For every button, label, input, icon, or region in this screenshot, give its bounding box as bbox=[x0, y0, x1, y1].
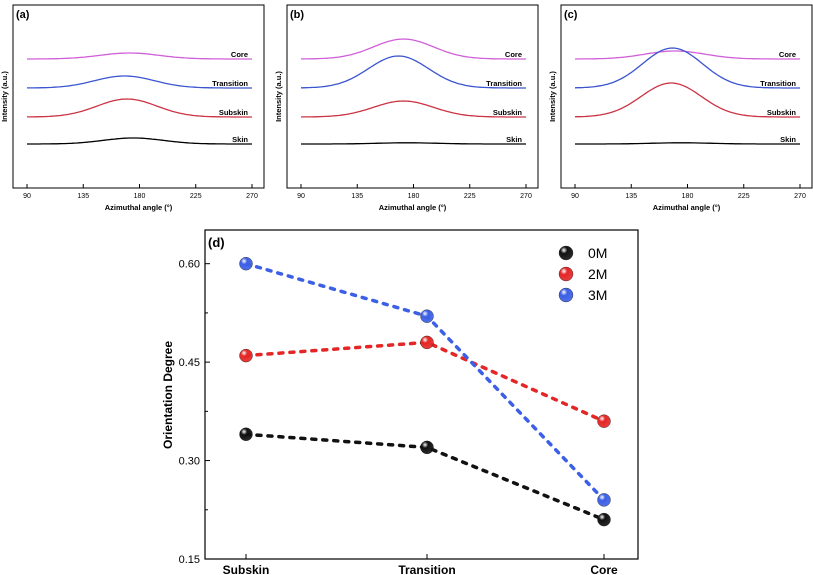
plot-frame bbox=[286, 4, 539, 189]
series-line-skin bbox=[27, 137, 252, 145]
series-label-skin: Skin bbox=[780, 135, 796, 144]
x-tick-label: 90 bbox=[23, 193, 31, 200]
small-panels: (a) Core Transition Subskin Skin 90 135 180 225 2… bbox=[0, 4, 813, 212]
series-line-subskin bbox=[300, 100, 526, 118]
x-tick-label: 180 bbox=[682, 193, 694, 200]
point-2m-subskin bbox=[239, 348, 253, 363]
series-line-skin bbox=[301, 142, 526, 145]
x-tick-label: 270 bbox=[246, 193, 258, 200]
series-line-core bbox=[301, 38, 526, 60]
x-category-subskin: Subskin bbox=[223, 563, 270, 575]
panel-label: (b) bbox=[290, 9, 304, 21]
x-tick-label: 270 bbox=[520, 193, 532, 200]
legend-label-2m: 2M bbox=[588, 266, 607, 282]
series-label-core: Core bbox=[505, 50, 522, 59]
series-line-subskin bbox=[27, 98, 252, 118]
plot-frame bbox=[560, 4, 813, 189]
series-line-skin bbox=[575, 142, 800, 145]
series-line-3m bbox=[244, 261, 606, 502]
series-label-transition: Transition bbox=[760, 79, 796, 88]
x-tick-label: 225 bbox=[738, 193, 750, 200]
x-tick-label: 180 bbox=[408, 193, 420, 200]
panel-label: (d) bbox=[208, 235, 225, 250]
y-axis-label: Orientation Degree bbox=[161, 341, 175, 449]
x-tick-label: 135 bbox=[351, 193, 363, 200]
y-axis-label: Intensity (a.u.) bbox=[274, 71, 283, 122]
panel-c: (c) Core Transition Subskin Skin 90 135 180 225 2… bbox=[548, 4, 813, 212]
x-tick-label: 225 bbox=[464, 193, 476, 200]
series-line-core bbox=[575, 50, 800, 60]
point-3m-transition bbox=[420, 309, 434, 323]
y-tick-label: 0.60 bbox=[179, 259, 200, 271]
series-line-transition bbox=[27, 75, 252, 89]
point-3m-core bbox=[597, 493, 611, 507]
legend-marker-2m bbox=[558, 266, 574, 282]
x-tick-label: 270 bbox=[794, 193, 806, 200]
point-0m-subskin bbox=[239, 427, 253, 441]
legend-label-0m: 0M bbox=[588, 245, 607, 261]
series-label-core: Core bbox=[779, 50, 796, 59]
x-tick-label: 180 bbox=[134, 193, 146, 200]
series-line-subskin bbox=[574, 82, 800, 118]
y-axis-label: Intensity (a.u.) bbox=[548, 71, 557, 122]
series-label-subskin: Subskin bbox=[493, 108, 523, 117]
plot-frame bbox=[12, 4, 265, 189]
series-label-transition: Transition bbox=[486, 79, 522, 88]
x-tick-label: 135 bbox=[77, 193, 89, 200]
y-tick-label: 0.15 bbox=[179, 554, 200, 566]
legend-marker-0m bbox=[558, 245, 574, 261]
series-line-2m bbox=[244, 340, 606, 423]
series-label-skin: Skin bbox=[232, 135, 248, 144]
x-tick-label: 90 bbox=[297, 193, 305, 200]
x-category-core: Core bbox=[590, 563, 618, 575]
series-label-subskin: Subskin bbox=[219, 108, 249, 117]
panel-d: (d) 0.15 0.30 0.45 0.60 Subskin Transition Core… bbox=[161, 229, 639, 575]
y-axis-label: Intensity (a.u.) bbox=[0, 71, 9, 122]
panel-a: (a) Core Transition Subskin Skin 90 135 180 225 2… bbox=[0, 4, 265, 212]
series-line-transition bbox=[301, 55, 526, 89]
x-tick-label: 225 bbox=[190, 193, 202, 200]
series-label-transition: Transition bbox=[212, 79, 248, 88]
x-category-transition: Transition bbox=[398, 563, 455, 575]
point-2m-core bbox=[597, 414, 611, 428]
series-line-core bbox=[27, 52, 252, 60]
point-3m-subskin bbox=[239, 257, 253, 271]
y-tick-label: 0.45 bbox=[179, 357, 200, 369]
point-2m-transition bbox=[420, 335, 434, 350]
point-0m-transition bbox=[420, 440, 434, 455]
plot-frame bbox=[204, 229, 639, 560]
x-axis-label: Azimuthal angle (°) bbox=[379, 203, 447, 212]
x-tick-label: 135 bbox=[625, 193, 637, 200]
series-label-skin: Skin bbox=[506, 135, 522, 144]
legend-label-3m: 3M bbox=[588, 287, 607, 303]
panel-label: (a) bbox=[16, 9, 30, 21]
panel-b: (b) Core Transition Subskin Skin 90 135 180 225 2… bbox=[274, 4, 539, 212]
series-line-transition bbox=[574, 47, 800, 89]
x-tick-label: 90 bbox=[571, 193, 579, 200]
point-0m-core bbox=[597, 512, 611, 527]
panel-label: (c) bbox=[564, 9, 578, 21]
y-tick-label: 0.30 bbox=[179, 456, 200, 468]
legend-marker-3m bbox=[558, 287, 574, 303]
series-label-subskin: Subskin bbox=[767, 108, 797, 117]
x-axis-label: Azimuthal angle (°) bbox=[105, 203, 173, 212]
series-label-core: Core bbox=[231, 50, 248, 59]
x-axis-label: Azimuthal angle (°) bbox=[653, 203, 721, 212]
